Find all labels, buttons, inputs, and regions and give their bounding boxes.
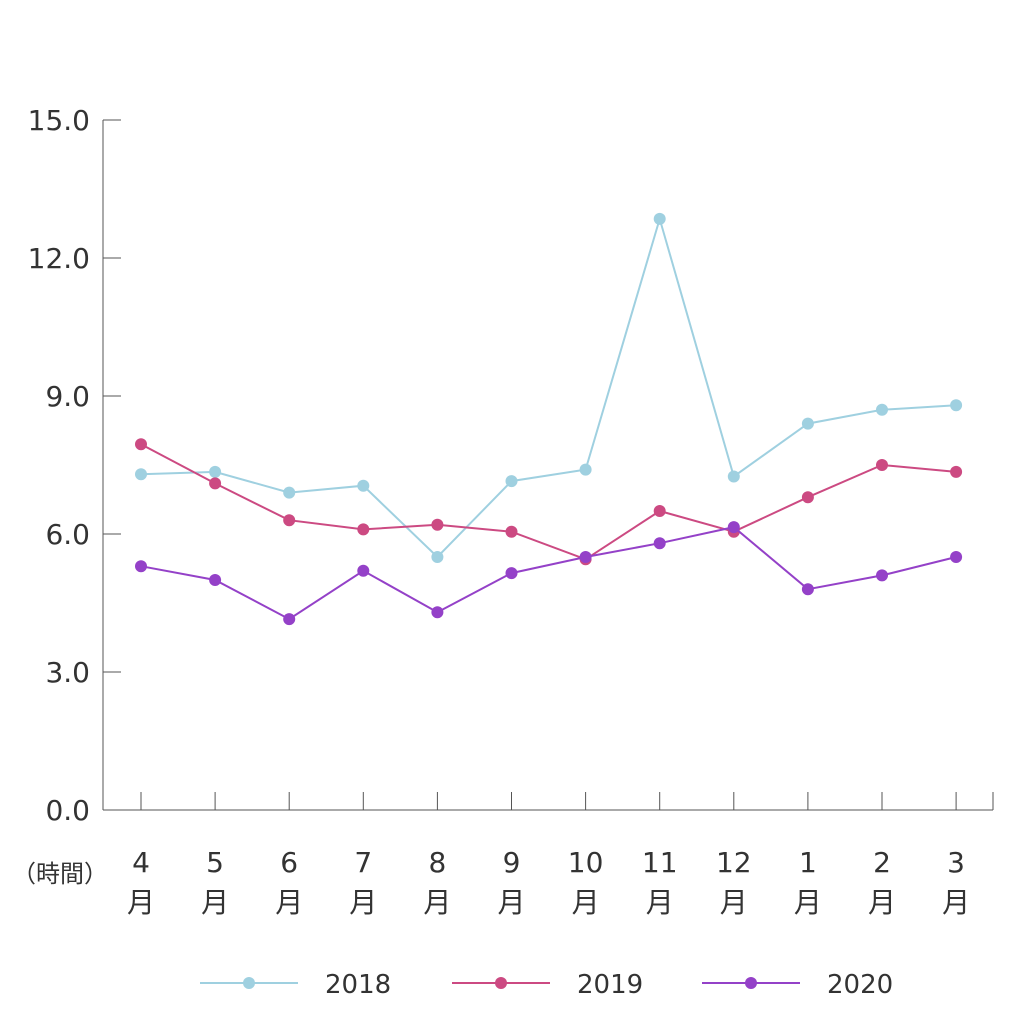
legend-label: 2018 (325, 970, 391, 1000)
y-tick-label: 0.0 (45, 794, 90, 827)
series-line-2020 (140, 526, 957, 621)
data-point-2018 (431, 551, 444, 563)
data-point-2019 (135, 438, 147, 451)
data-point-2020 (801, 583, 814, 596)
y-axis-ticks: 0.0 3.0 6.0 9.0 12.0 15.0 (28, 104, 121, 827)
data-point-2019 (357, 523, 370, 536)
x-tick-label-month: 月 (942, 886, 970, 919)
data-point-2019 (431, 518, 444, 531)
x-tick-label-number: 9 (503, 846, 521, 879)
y-axis-unit-label: （時間） (12, 860, 108, 888)
legend-marker (745, 977, 757, 989)
data-point-2020 (357, 564, 370, 577)
data-point-2020 (579, 551, 592, 563)
x-tick-label-number: 4 (132, 846, 150, 879)
data-point-2020 (876, 569, 888, 582)
y-tick-label: 12.0 (28, 242, 90, 275)
legend-label: 2020 (827, 970, 893, 1000)
data-point-2020 (209, 574, 222, 586)
x-tick-label-number: 3 (947, 846, 965, 879)
x-tick-label-month: 月 (127, 886, 155, 919)
x-tick-label-month: 月 (349, 886, 377, 919)
data-point-2018 (950, 399, 963, 412)
data-point-2018 (357, 479, 370, 492)
data-point-2018 (727, 470, 740, 483)
data-point-2020 (135, 560, 147, 573)
data-point-2019 (801, 491, 814, 504)
data-point-2018 (876, 403, 888, 416)
series-2019 (135, 438, 963, 566)
data-point-2019 (876, 459, 888, 471)
series-line-2019 (140, 443, 957, 561)
x-tick-label-number: 7 (354, 846, 372, 879)
axes (102, 120, 994, 811)
x-tick-label-month: 月 (868, 886, 896, 919)
data-point-2018 (135, 468, 147, 481)
data-point-2018 (283, 486, 296, 499)
x-tick-label-number: 1 (799, 846, 817, 879)
legend-item-2018: 2018 (200, 970, 391, 1000)
data-point-2018 (653, 212, 666, 225)
legend-item-2019: 2019 (452, 970, 643, 1000)
x-tick-label-number: 12 (716, 846, 752, 879)
data-point-2020 (283, 613, 296, 626)
x-tick-label-number: 11 (642, 846, 678, 879)
y-tick-label: 9.0 (45, 380, 90, 413)
series-line-2018 (140, 215, 957, 559)
legend-label: 2019 (577, 970, 643, 1000)
series-2018 (135, 212, 963, 563)
data-point-2020 (431, 606, 444, 619)
data-point-2019 (209, 477, 222, 490)
legend-marker (243, 977, 255, 989)
x-tick-label-number: 8 (428, 846, 446, 879)
data-point-2020 (653, 537, 666, 550)
x-tick-label-month: 月 (423, 886, 451, 919)
x-tick-label-number: 5 (206, 846, 224, 879)
x-tick-label-month: 月 (720, 886, 748, 919)
x-tick-label-month: 月 (275, 886, 303, 919)
x-tick-label-number: 2 (873, 846, 891, 879)
x-tick-label-month: 月 (497, 886, 525, 919)
series-lines (135, 212, 963, 626)
data-point-2018 (209, 465, 222, 478)
data-point-2020 (727, 521, 740, 534)
x-tick-label-number: 10 (568, 846, 604, 879)
x-tick-label-month: 月 (201, 886, 229, 919)
legend-marker (495, 977, 507, 989)
data-point-2019 (653, 505, 666, 517)
x-tick-label-month: 月 (646, 886, 674, 919)
data-point-2020 (950, 551, 963, 563)
legend-item-2020: 2020 (702, 970, 893, 1000)
x-axis-ticks: 4 月 5 月 6 月 7 月 8 月 9 月 10 月 11 月 12 月 1 月 2 月 3 月 (127, 792, 970, 919)
data-point-2018 (579, 463, 592, 476)
series-2020 (135, 521, 963, 626)
data-point-2019 (505, 525, 518, 538)
data-point-2018 (801, 417, 814, 430)
y-tick-label: 15.0 (28, 104, 90, 137)
y-tick-label: 3.0 (45, 656, 90, 689)
data-point-2019 (950, 465, 963, 478)
y-tick-label: 6.0 (45, 518, 90, 551)
data-point-2018 (505, 475, 518, 488)
data-point-2019 (283, 514, 296, 527)
x-tick-label-month: 月 (572, 886, 600, 919)
x-tick-label-number: 6 (280, 846, 298, 879)
x-tick-label-month: 月 (794, 886, 822, 919)
data-point-2020 (505, 567, 518, 580)
legend: 2018 2019 2020 (200, 970, 893, 1000)
